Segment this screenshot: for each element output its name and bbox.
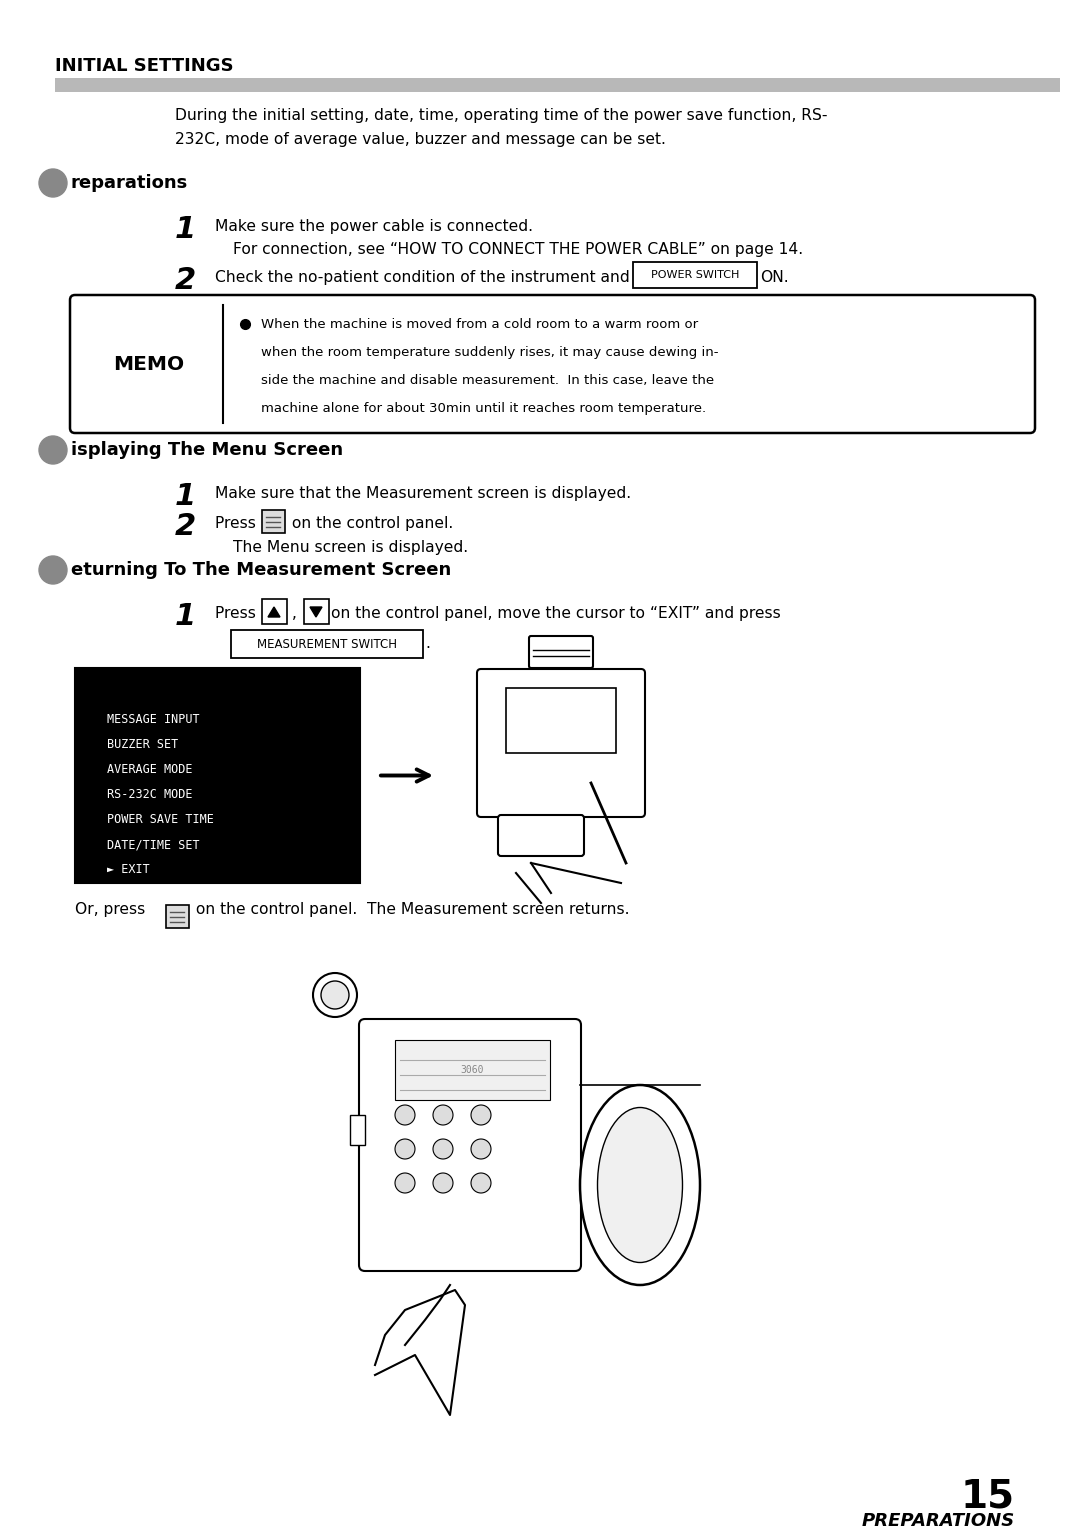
Text: 1: 1 [175, 482, 197, 511]
Text: 3060: 3060 [461, 1065, 484, 1074]
Text: POWER SAVE TIME: POWER SAVE TIME [107, 813, 214, 826]
Text: ► EXIT: ► EXIT [107, 864, 150, 876]
Circle shape [321, 981, 349, 1009]
FancyBboxPatch shape [165, 905, 189, 928]
Text: DATE/TIME SET: DATE/TIME SET [107, 838, 200, 852]
FancyBboxPatch shape [529, 636, 593, 668]
Text: side the machine and disable measurement.  In this case, leave the: side the machine and disable measurement… [261, 374, 714, 388]
Text: When the machine is moved from a cold room to a warm room or: When the machine is moved from a cold ro… [261, 317, 698, 331]
Text: 2: 2 [175, 513, 197, 542]
Circle shape [395, 1105, 415, 1125]
FancyBboxPatch shape [633, 262, 757, 288]
Text: 1: 1 [175, 215, 197, 244]
Text: machine alone for about 30min until it reaches room temperature.: machine alone for about 30min until it r… [261, 401, 706, 415]
FancyBboxPatch shape [70, 295, 1035, 433]
Bar [55, 78, 1059, 92]
Circle shape [471, 1173, 491, 1193]
Bar [75, 668, 360, 884]
Text: 1: 1 [175, 601, 197, 630]
Ellipse shape [597, 1108, 683, 1262]
Text: POWER SWITCH: POWER SWITCH [651, 270, 739, 279]
Text: on the control panel.  The Measurement screen returns.: on the control panel. The Measurement sc… [191, 902, 630, 917]
Circle shape [39, 169, 67, 197]
Bar [507, 688, 616, 752]
Circle shape [471, 1138, 491, 1160]
Text: reparations: reparations [71, 174, 188, 192]
Text: 232C, mode of average value, buzzer and message can be set.: 232C, mode of average value, buzzer and … [175, 133, 666, 146]
Text: Or, press: Or, press [75, 902, 150, 917]
Text: on the control panel, move the cursor to “EXIT” and press: on the control panel, move the cursor to… [330, 606, 781, 621]
Text: INITIAL SETTINGS: INITIAL SETTINGS [55, 56, 233, 75]
Bar [395, 1041, 550, 1100]
Text: isplaying The Menu Screen: isplaying The Menu Screen [71, 441, 343, 459]
Text: eturning To The Measurement Screen: eturning To The Measurement Screen [71, 562, 451, 578]
Circle shape [395, 1138, 415, 1160]
FancyBboxPatch shape [261, 598, 286, 624]
Text: PREPARATIONS: PREPARATIONS [862, 1512, 1015, 1526]
Text: ON.: ON. [760, 270, 788, 285]
Circle shape [433, 1173, 453, 1193]
Text: Press: Press [215, 516, 260, 531]
Text: Make sure the power cable is connected.: Make sure the power cable is connected. [215, 220, 534, 233]
FancyBboxPatch shape [498, 815, 584, 856]
Polygon shape [310, 607, 322, 617]
Text: Make sure that the Measurement screen is displayed.: Make sure that the Measurement screen is… [215, 485, 631, 501]
FancyBboxPatch shape [303, 598, 328, 624]
Text: Check the no-patient condition of the instrument and turn the: Check the no-patient condition of the in… [215, 270, 697, 285]
Text: Press: Press [215, 606, 260, 621]
Circle shape [471, 1105, 491, 1125]
Text: During the initial setting, date, time, operating time of the power save functio: During the initial setting, date, time, … [175, 108, 827, 124]
Text: For connection, see “HOW TO CONNECT THE POWER CABLE” on page 14.: For connection, see “HOW TO CONNECT THE … [233, 243, 804, 256]
Text: AVERAGE MODE: AVERAGE MODE [107, 763, 192, 777]
Text: MESSAGE INPUT: MESSAGE INPUT [107, 713, 200, 726]
FancyBboxPatch shape [261, 510, 284, 533]
FancyBboxPatch shape [477, 668, 645, 816]
Circle shape [39, 555, 67, 584]
Circle shape [39, 436, 67, 464]
Text: MEMO: MEMO [113, 354, 185, 374]
Bar [350, 1116, 365, 1144]
Text: 2: 2 [175, 266, 197, 295]
Text: ,: , [287, 606, 297, 621]
Text: The Menu screen is displayed.: The Menu screen is displayed. [233, 540, 468, 555]
Circle shape [433, 1138, 453, 1160]
Circle shape [313, 974, 357, 1016]
Text: RS-232C MODE: RS-232C MODE [107, 787, 192, 801]
Text: 15: 15 [961, 1479, 1015, 1515]
Ellipse shape [580, 1085, 700, 1285]
Text: BUZZER SET: BUZZER SET [107, 739, 178, 751]
Text: MEASUREMENT SWITCH: MEASUREMENT SWITCH [257, 638, 397, 650]
Text: when the room temperature suddenly rises, it may cause dewing in-: when the room temperature suddenly rises… [261, 346, 718, 359]
Text: on the control panel.: on the control panel. [287, 516, 454, 531]
FancyBboxPatch shape [231, 630, 423, 658]
FancyBboxPatch shape [359, 1019, 581, 1271]
Circle shape [395, 1173, 415, 1193]
Polygon shape [268, 607, 280, 617]
Circle shape [433, 1105, 453, 1125]
Text: .: . [426, 636, 430, 652]
